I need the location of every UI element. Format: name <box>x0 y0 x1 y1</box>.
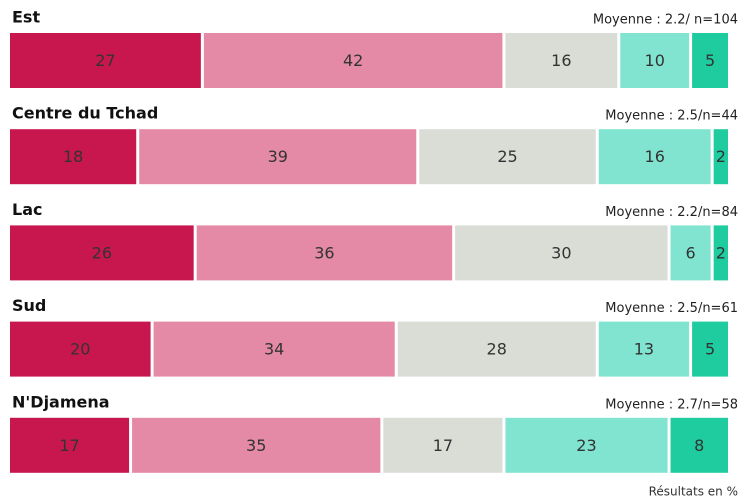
bar-segment <box>203 33 503 88</box>
bar-segment <box>598 321 690 377</box>
value-label: 18 <box>63 147 83 166</box>
bar-segment <box>620 33 690 88</box>
bar-segment <box>692 321 728 377</box>
value-label: 5 <box>705 340 715 359</box>
bar-segment <box>598 129 711 185</box>
footnote: Résultats en % <box>649 485 738 499</box>
value-label: 39 <box>268 147 288 166</box>
annotation: Moyenne : 2.2/ n=104 <box>593 13 738 28</box>
value-label: 28 <box>487 340 507 359</box>
annotation: Moyenne : 2.2/n=84 <box>605 205 738 220</box>
bar-segment <box>139 129 417 185</box>
value-label: 16 <box>551 51 571 70</box>
bar-segment <box>10 33 201 88</box>
bar-segment <box>383 417 503 473</box>
bar-segment <box>505 33 618 88</box>
category-label: Est <box>12 8 40 27</box>
value-label: 17 <box>59 436 79 455</box>
bar-segment <box>455 225 668 281</box>
annotation: Moyenne : 2.5/n=44 <box>605 109 738 124</box>
value-label: 16 <box>645 147 665 166</box>
value-label: 13 <box>634 340 654 359</box>
value-label: 42 <box>343 51 363 70</box>
bar-segment <box>10 417 130 473</box>
category-label: Centre du Tchad <box>12 104 158 123</box>
value-label: 34 <box>264 340 284 359</box>
value-label: 35 <box>246 436 266 455</box>
bar-segment <box>419 129 596 185</box>
bar-segment <box>713 129 728 185</box>
value-label: 25 <box>497 147 517 166</box>
bar-segment <box>505 417 668 473</box>
value-label: 36 <box>314 243 334 262</box>
value-label: 2 <box>716 147 726 166</box>
value-label: 6 <box>686 243 696 262</box>
value-label: 5 <box>705 51 715 70</box>
value-label: 30 <box>551 243 571 262</box>
value-label: 27 <box>95 51 115 70</box>
bar-segment <box>713 225 728 281</box>
bar-segment <box>670 417 728 473</box>
bar-segment <box>153 321 395 377</box>
value-label: 23 <box>576 436 596 455</box>
value-label: 8 <box>694 436 704 455</box>
bar-segment <box>397 321 596 377</box>
annotation: Moyenne : 2.5/n=61 <box>605 301 738 316</box>
bar-segment <box>670 225 711 281</box>
bar-segment <box>10 225 194 281</box>
value-label: 17 <box>433 436 453 455</box>
value-label: 2 <box>716 243 726 262</box>
bar-segment <box>10 129 137 185</box>
bar-segment <box>196 225 453 281</box>
value-label: 20 <box>70 340 90 359</box>
annotation: Moyenne : 2.7/n=58 <box>605 397 738 412</box>
bar-segment <box>10 321 151 377</box>
value-label: 10 <box>645 51 665 70</box>
category-label: Lac <box>12 200 42 219</box>
bar-segment <box>132 417 381 473</box>
bar-segment <box>692 33 728 88</box>
value-label: 26 <box>92 243 112 262</box>
category-label: N'Djamena <box>12 392 110 411</box>
category-label: Sud <box>12 296 46 315</box>
